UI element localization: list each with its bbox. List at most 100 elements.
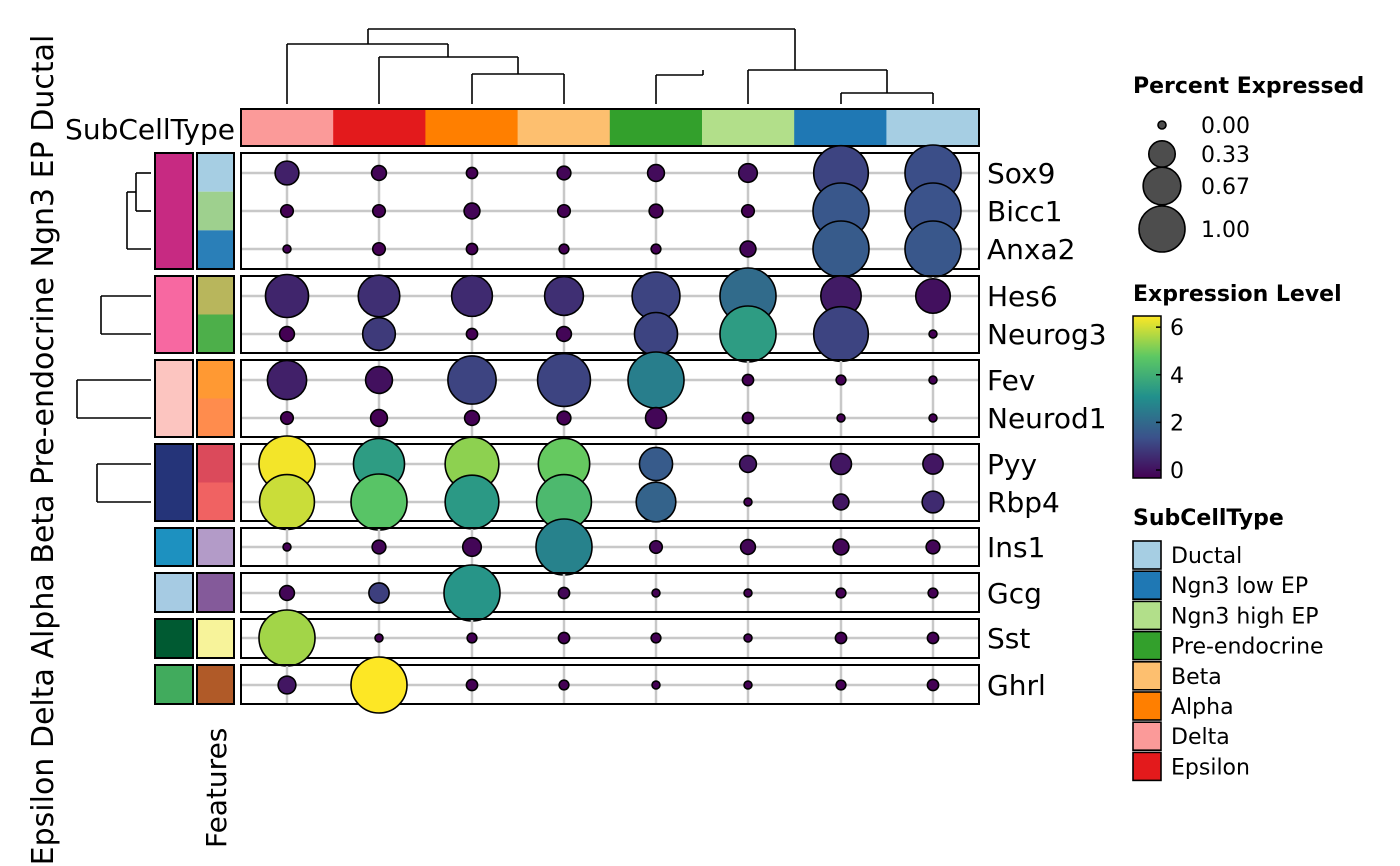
dot-hes6-alpha <box>450 274 494 318</box>
dot-neurod1-alpha <box>463 409 481 427</box>
dot-neurod1-ductal <box>928 413 938 423</box>
panel-border <box>240 275 980 354</box>
dot-pyy-ductal <box>922 453 944 475</box>
feature-annotation-border <box>196 527 235 567</box>
dot-fev-ngn3-high-ep <box>741 373 755 387</box>
group-annotation-beta <box>154 443 194 522</box>
group-annotation-ngn3-ep <box>154 275 194 354</box>
gene-label-pyy: Pyy <box>987 448 1037 481</box>
panel-delta: Gcg <box>240 564 1042 622</box>
dot-fev-beta <box>536 352 592 408</box>
feature-annotation-sox9 <box>197 153 234 192</box>
percent-legend-dot <box>1157 120 1167 130</box>
subcelltype-legend-title: SubCellType <box>1133 506 1284 531</box>
panel-border <box>240 359 980 438</box>
dot-ins1-epsilon <box>371 539 387 555</box>
column-annotation-ngn3-high-ep <box>702 109 795 146</box>
feature-annotation-neurog3 <box>197 314 234 353</box>
dot-sst-ngn3-low-ep <box>834 631 848 645</box>
percent-legend-dot <box>1138 205 1186 253</box>
dot-neurog3-pre-endocrine <box>633 311 679 357</box>
dot-rbp4-ngn3-high-ep <box>743 497 753 507</box>
feature-annotation-border <box>196 152 235 270</box>
dot-rbp4-epsilon <box>350 473 408 531</box>
dot-gcg-ngn3-high-ep <box>743 588 753 598</box>
feature-annotation-border <box>196 275 235 354</box>
subcelltype-legend-swatch-beta <box>1132 660 1162 691</box>
gene-label-neurod1: Neurod1 <box>987 402 1107 435</box>
dot-anxa2-epsilon <box>371 241 387 257</box>
dot-ins1-ngn3-low-ep <box>832 538 850 556</box>
gene-label-ghrl: Ghrl <box>987 669 1046 702</box>
column-annotation <box>240 108 980 147</box>
feature-annotation-sst <box>197 619 234 658</box>
dot-fev-ductal <box>928 375 938 385</box>
dot-anxa2-delta <box>282 244 292 254</box>
expression-legend-title: Expression Level <box>1133 282 1342 307</box>
subcelltype-legend-label-ngn3-low-ep: Ngn3 low EP <box>1171 574 1308 599</box>
dot-ghrl-ngn3-low-ep <box>835 679 847 691</box>
group-annotation-delta <box>154 572 194 613</box>
column-annotation-epsilon <box>333 109 426 146</box>
panel-border <box>240 664 980 705</box>
gene-label-anxa2: Anxa2 <box>987 233 1075 266</box>
subcelltype-legend-label-beta: Beta <box>1171 665 1222 690</box>
feature-annotation-ghrl <box>197 665 234 704</box>
row-dendrograms <box>76 172 151 503</box>
subcelltype-legend-label-epsilon: Epsilon <box>1171 755 1250 780</box>
feature-annotation-border <box>196 664 235 705</box>
dot-fev-alpha <box>447 355 497 405</box>
percent-legend-title: Percent Expressed <box>1133 74 1364 99</box>
feature-annotation-pyy <box>197 444 234 483</box>
dot-ins1-alpha <box>461 536 483 558</box>
dot-sst-pre-endocrine <box>650 632 662 644</box>
gene-label-gcg: Gcg <box>987 577 1042 610</box>
dot-bicc1-delta <box>279 203 295 219</box>
feature-annotation-anxa2 <box>197 230 234 269</box>
dot-anxa2-ngn3-low-ep <box>812 220 870 278</box>
gene-label-neurog3: Neurog3 <box>987 318 1107 351</box>
percent-legend-label: 1.00 <box>1201 218 1250 243</box>
dot-neurog3-ngn3-low-ep <box>812 305 870 363</box>
dot-panels: Sox9 Bicc1 Anxa2 Hes6 Neurog3 Fev Neurod1 Pyy Rb… <box>240 144 1107 714</box>
percent-legend-dot <box>1147 139 1177 169</box>
panel-group-8: Ghrl <box>240 656 1046 714</box>
column-annotation-delta <box>241 109 334 146</box>
dot-bicc1-pre-endocrine <box>648 203 664 219</box>
dot-gcg-delta <box>278 584 296 602</box>
feature-annotation-rbp4 <box>197 482 234 521</box>
subcelltype-legend-swatch-ngn3-high-ep <box>1132 600 1162 631</box>
dot-sox9-beta <box>556 165 572 181</box>
dot-pyy-ngn3-high-ep <box>738 454 758 474</box>
panel-border <box>240 618 980 659</box>
dot-neurog3-alpha <box>465 327 479 341</box>
dot-neurod1-pre-endocrine <box>644 406 668 430</box>
subcelltype-legend-label-alpha: Alpha <box>1171 695 1234 720</box>
gene-label-ins1: Ins1 <box>987 531 1045 564</box>
subcelltype-legend-swatch-epsilon <box>1132 751 1162 782</box>
column-annotation-ductal <box>886 109 980 146</box>
dot-ghrl-beta <box>558 679 570 691</box>
feature-annotation-border <box>196 572 235 613</box>
feature-annotation-hes6 <box>197 276 234 315</box>
expression-colorbar-label: 0 <box>1170 459 1184 484</box>
dot-ghrl-pre-endocrine <box>651 680 661 690</box>
percent-legend: Percent Expressed 0.00 0.33 0.67 1.00 <box>1133 74 1364 253</box>
features-axis-label: Features <box>200 728 233 848</box>
dot-gcg-epsilon <box>368 582 390 604</box>
dot-fev-epsilon <box>364 365 394 395</box>
column-annotation-ngn3-low-ep <box>794 109 887 146</box>
dot-neurod1-delta <box>279 410 295 426</box>
column-dendrogram <box>286 28 934 104</box>
dot-sst-alpha <box>466 632 478 644</box>
dot-neurod1-epsilon <box>369 408 389 428</box>
expression-colorbar-label: 2 <box>1170 411 1184 436</box>
column-annotation-pre-endocrine <box>609 109 703 146</box>
subcelltype-legend-swatch-alpha <box>1132 691 1162 721</box>
gene-label-fev: Fev <box>987 364 1035 397</box>
dot-sox9-alpha <box>465 166 479 180</box>
dot-anxa2-alpha <box>465 242 479 256</box>
panel-ngn3-ep: Hes6 Neurog3 <box>240 267 1107 363</box>
dot-fev-pre-endocrine <box>627 351 685 409</box>
dot-rbp4-ductal <box>921 490 945 514</box>
